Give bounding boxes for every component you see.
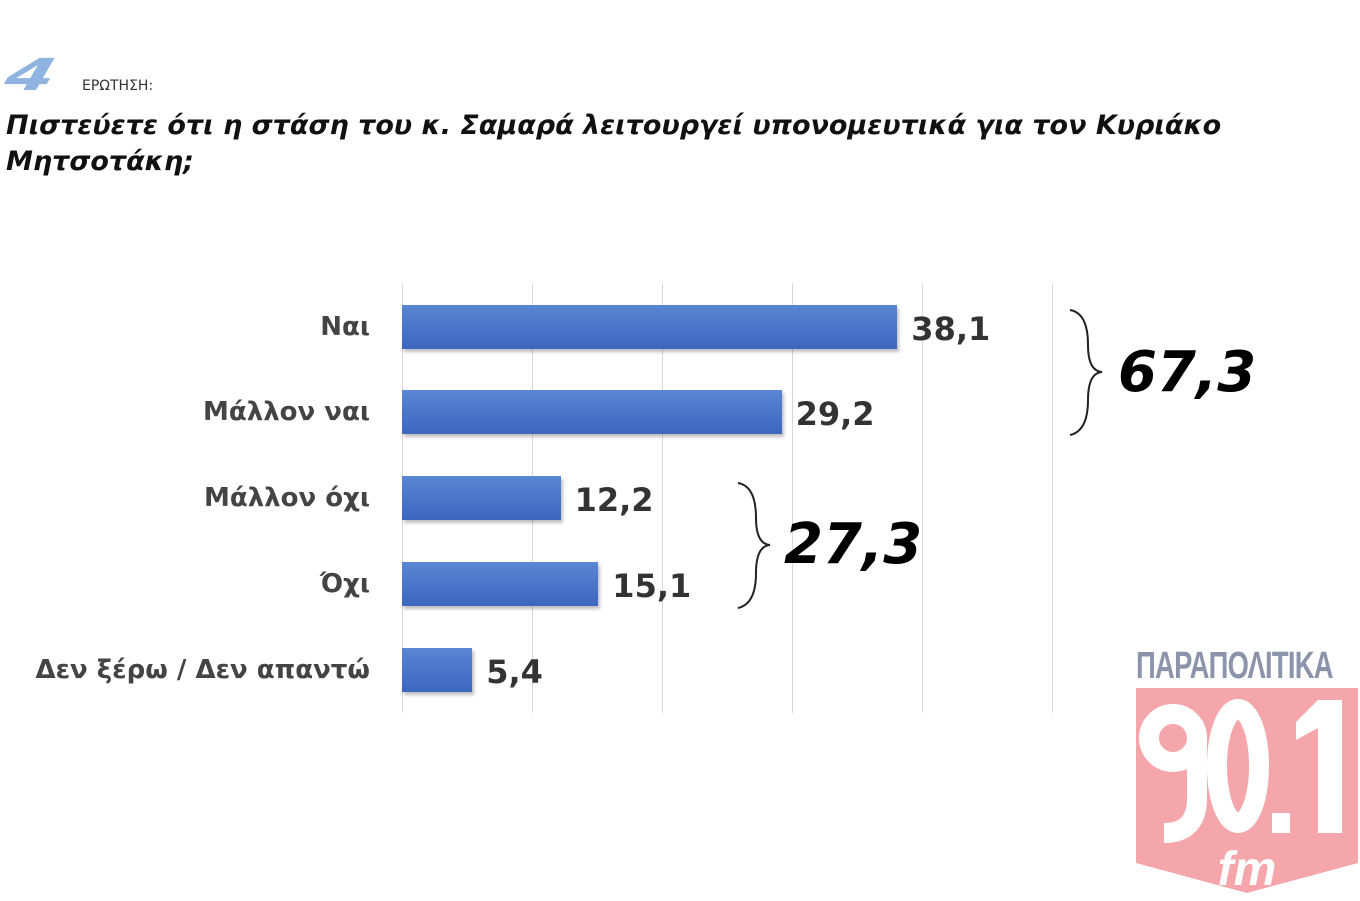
logo-shield: fm bbox=[1136, 688, 1358, 894]
logo-number-graphic bbox=[1139, 699, 1269, 843]
bar bbox=[402, 562, 599, 606]
value-label: 15,1 bbox=[612, 567, 692, 605]
bar bbox=[402, 305, 898, 349]
gridline bbox=[792, 283, 793, 713]
bar bbox=[402, 648, 473, 692]
value-label: 38,1 bbox=[911, 310, 991, 348]
question-title: Πιστεύετε ότι η στάση του κ. Σαμαρά λειτ… bbox=[6, 110, 1222, 177]
category-label: Ναι bbox=[320, 312, 370, 342]
total-positive: 67,3 bbox=[1118, 340, 1257, 405]
brace-negative bbox=[737, 482, 771, 609]
value-label: 5,4 bbox=[486, 653, 543, 691]
total-negative: 27,3 bbox=[784, 512, 923, 577]
category-label: Δεν ξέρω / Δεν απαντώ bbox=[35, 655, 370, 685]
question-number: 4 bbox=[0, 50, 62, 101]
logo-suffix: fm bbox=[1218, 843, 1277, 894]
gridline bbox=[662, 283, 663, 713]
question-label: ΕΡΩΤΗΣΗ: bbox=[82, 78, 154, 94]
category-label: Μάλλον ναι bbox=[203, 397, 370, 427]
category-label: Όχι bbox=[319, 569, 370, 599]
logo-text: ΠΑΡΑΠΟΛΙΤΙΚΑ bbox=[1136, 645, 1334, 687]
brace-positive bbox=[1069, 309, 1103, 436]
gridline bbox=[1052, 283, 1053, 713]
bar bbox=[402, 390, 782, 434]
value-label: 29,2 bbox=[795, 395, 875, 433]
bar bbox=[402, 476, 561, 520]
category-label: Μάλλον όχι bbox=[203, 483, 370, 513]
gridline bbox=[922, 283, 923, 713]
value-label: 12,2 bbox=[574, 481, 654, 519]
